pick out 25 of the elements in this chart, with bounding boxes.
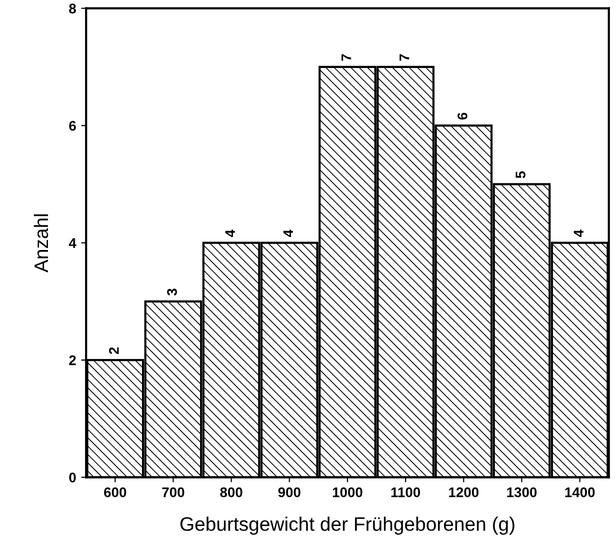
y-tick-label: 0 — [69, 472, 76, 482]
x-tick-label: 1000 — [332, 487, 362, 498]
x-tick-label: 1200 — [449, 487, 479, 498]
x-axis-title: Geburtsgewicht der Frühgeborenen (g) — [180, 516, 514, 535]
x-tick-label: 600 — [104, 487, 126, 498]
x-tick-label: 800 — [220, 487, 242, 498]
data-label: 7 — [342, 54, 352, 61]
x-tick-label: 900 — [278, 487, 300, 498]
data-label: 2 — [109, 347, 119, 354]
y-tick-label: 6 — [69, 120, 76, 131]
data-label: 4 — [574, 230, 584, 238]
y-tick-label: 2 — [69, 355, 76, 366]
x-tick-label: 1100 — [391, 487, 420, 498]
data-label: 4 — [225, 230, 235, 238]
data-label: 5 — [516, 171, 526, 178]
y-tick-label: 4 — [68, 238, 76, 248]
data-label: 6 — [458, 112, 468, 120]
data-label: 3 — [167, 288, 177, 296]
data-label: 4 — [283, 230, 293, 238]
x-tick-label: 1300 — [507, 487, 537, 498]
y-axis-title: Anzahl — [34, 214, 48, 272]
y-tick-label: 8 — [69, 4, 76, 14]
x-tick-label: 700 — [162, 487, 184, 498]
data-label: 7 — [400, 54, 410, 61]
x-tick-label: 1400 — [565, 487, 595, 498]
